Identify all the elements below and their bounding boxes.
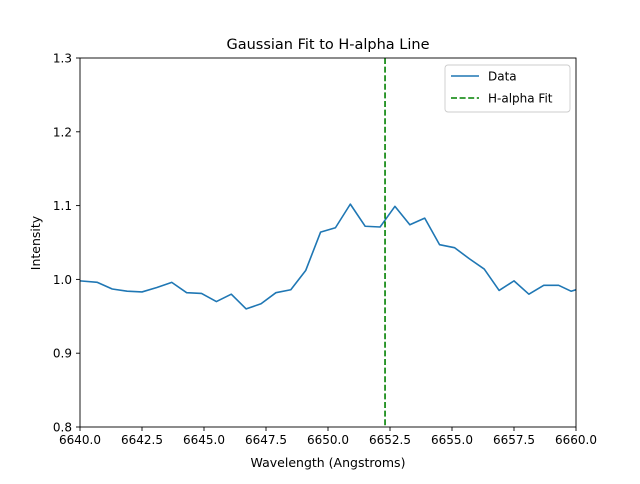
plot-area: [80, 58, 576, 427]
series-data-line: [80, 203, 576, 310]
axes-frame: [79, 57, 577, 428]
x-tick-label: 6657.5: [493, 433, 535, 447]
axes-border: [79, 57, 577, 428]
y-tick-label: 1.2: [53, 125, 72, 139]
x-axis-label: Wavelength (Angstroms): [251, 455, 406, 470]
legend-label: Data: [488, 70, 517, 84]
legend: Data H-alpha Fit: [444, 64, 571, 113]
x-tick-label: 6642.5: [121, 433, 163, 447]
x-tick-label: 6652.5: [369, 433, 411, 447]
x-tick-label: 6655.0: [431, 433, 473, 447]
y-axis-label: Intensity: [28, 215, 43, 270]
axis-ticks: 6640.0 6642.5 6645.0 6647.5 6650.0 6652.5 6655…: [53, 52, 597, 448]
legend-label: H-alpha Fit: [488, 92, 553, 106]
y-tick-label: 1.3: [53, 52, 72, 66]
y-tick-label: 1.0: [53, 273, 72, 287]
x-tick-label: 6650.0: [307, 433, 349, 447]
chart-title: Gaussian Fit to H-alpha Line: [226, 37, 429, 53]
y-tick-label: 0.8: [53, 421, 72, 435]
x-tick-label: 6660.0: [555, 433, 597, 447]
y-tick-label: 0.9: [53, 347, 72, 361]
y-tick-label: 1.1: [53, 199, 72, 213]
x-tick-label: 6640.0: [59, 433, 101, 447]
x-tick-label: 6645.0: [183, 433, 225, 447]
x-tick-label: 6647.5: [245, 433, 287, 447]
